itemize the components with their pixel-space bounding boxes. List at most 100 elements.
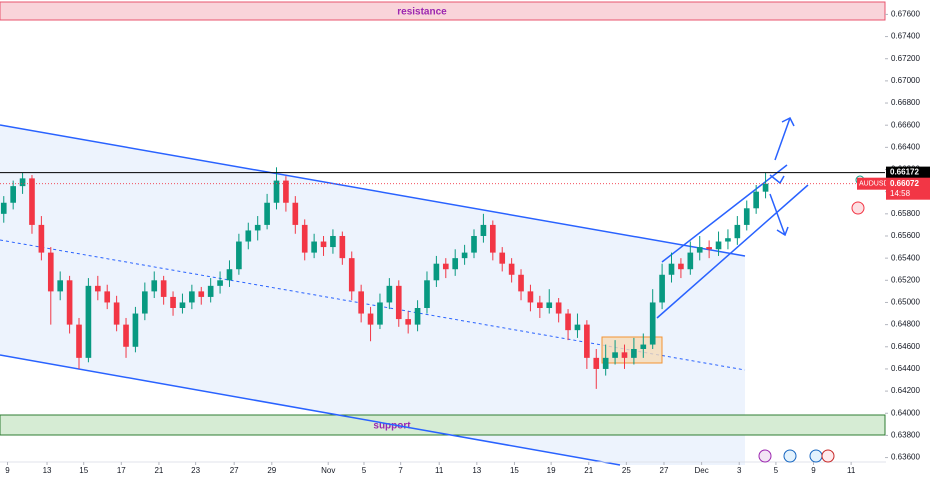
y-tick-label: 0.65000: [891, 298, 920, 307]
candle-body: [461, 252, 468, 259]
x-tick-label: Nov: [321, 466, 335, 475]
x-tick-label: 13: [43, 466, 52, 475]
x-tick-label: 19: [547, 466, 556, 475]
x-tick-label: 27: [660, 466, 669, 475]
y-tick-label: 0.65600: [891, 231, 920, 240]
candle-body: [725, 238, 731, 242]
x-tick-label: 27: [230, 466, 239, 475]
candle-body: [762, 183, 769, 192]
candle-body: [29, 178, 35, 225]
y-tick-label: 0.66600: [891, 120, 920, 129]
candle-body: [10, 186, 16, 203]
candle-body: [85, 285, 92, 358]
candle-body: [19, 178, 26, 187]
y-tick-label: 0.67400: [891, 32, 920, 41]
level-badge: [886, 166, 930, 179]
x-tick-label: 25: [622, 466, 631, 475]
y-tick-label: 0.65800: [891, 209, 920, 218]
candle-body: [753, 191, 759, 209]
price-badge: [886, 177, 930, 200]
candle-body: [631, 348, 637, 358]
candle-body: [706, 247, 712, 250]
arrows: [769, 116, 795, 237]
candle-body: [254, 224, 261, 231]
candle-body: [283, 180, 289, 203]
symbol-badge: [857, 177, 886, 190]
candle-body: [452, 258, 459, 270]
candle-body: [207, 285, 214, 297]
resistance-label: resistance: [397, 7, 447, 18]
y-tick-label: 0.66800: [891, 98, 920, 107]
candle-body: [471, 235, 477, 253]
y-tick-label: 0.67600: [891, 10, 920, 19]
x-tick-label: 21: [584, 466, 593, 475]
x-tick-label: 3: [737, 466, 742, 475]
x-tick-label: 23: [191, 466, 200, 475]
candle-body: [480, 224, 487, 236]
support-zone: [0, 414, 886, 436]
candle-body: [320, 241, 327, 248]
candle-body: [94, 285, 101, 292]
candle-body: [386, 285, 393, 303]
y-tick-label: 0.67200: [891, 54, 920, 63]
candle-body: [678, 263, 684, 270]
candle-body: [593, 357, 600, 369]
resistance-zone: [0, 1, 886, 21]
candle-body: [377, 302, 383, 325]
price-label: 0.66072: [890, 179, 919, 188]
candle-body: [236, 241, 242, 270]
flag-icon[interactable]: [783, 449, 797, 463]
candle-body: [442, 263, 449, 270]
y-tick-label: 0.66400: [891, 142, 920, 151]
candle-body: [189, 291, 195, 303]
candle-body: [245, 230, 252, 242]
candle-body: [66, 280, 73, 325]
candle-body: [546, 302, 553, 308]
candle-body: [565, 313, 571, 331]
x-tick-label: 13: [472, 466, 481, 475]
small-channel-bottom: [656, 184, 809, 319]
candle-body: [687, 252, 694, 270]
price-scale: [886, 0, 930, 478]
x-tick-label: Dec: [694, 466, 708, 475]
y-tick-label: 0.63600: [891, 453, 920, 462]
candle-body: [555, 302, 562, 314]
candle-body: [424, 280, 430, 308]
y-tick-label: 0.65400: [891, 253, 920, 262]
candle-body: [47, 252, 54, 292]
channel-top: [0, 124, 746, 257]
y-tick-label: 0.64400: [891, 364, 920, 373]
y-tick-label: 0.63800: [891, 431, 920, 440]
candle-body: [160, 280, 167, 297]
candle-body: [433, 263, 440, 281]
x-tick-label: 11: [847, 466, 856, 475]
channel-area: [0, 125, 745, 465]
candle-body: [0, 202, 7, 214]
flag-icon[interactable]: [809, 449, 823, 463]
x-tick-label: 15: [79, 466, 88, 475]
candle-body: [142, 291, 148, 314]
candle-body: [602, 357, 609, 369]
candle-body: [367, 313, 374, 325]
candle-body: [508, 263, 515, 275]
level-label: 0.66172: [890, 168, 919, 177]
candle-body: [574, 324, 581, 331]
candle-body: [104, 291, 111, 303]
candle-body: [395, 285, 402, 320]
y-tick-label: 0.64800: [891, 320, 920, 329]
y-tick-label: 0.64000: [891, 408, 920, 417]
candle-body: [76, 324, 82, 358]
alert-icon[interactable]: [851, 201, 865, 215]
candle-body: [668, 263, 675, 275]
candle-body: [696, 247, 703, 253]
flag-icon[interactable]: [821, 449, 835, 463]
event-icon[interactable]: [758, 449, 772, 463]
candle-body: [414, 308, 421, 325]
candle-body: [499, 252, 506, 264]
candle-body: [584, 324, 590, 358]
candle-body: [339, 235, 346, 259]
candle-body: [198, 291, 205, 297]
x-tick-label: 17: [117, 466, 126, 475]
candle-body: [659, 274, 665, 303]
y-tick-label: 0.64200: [891, 386, 920, 395]
